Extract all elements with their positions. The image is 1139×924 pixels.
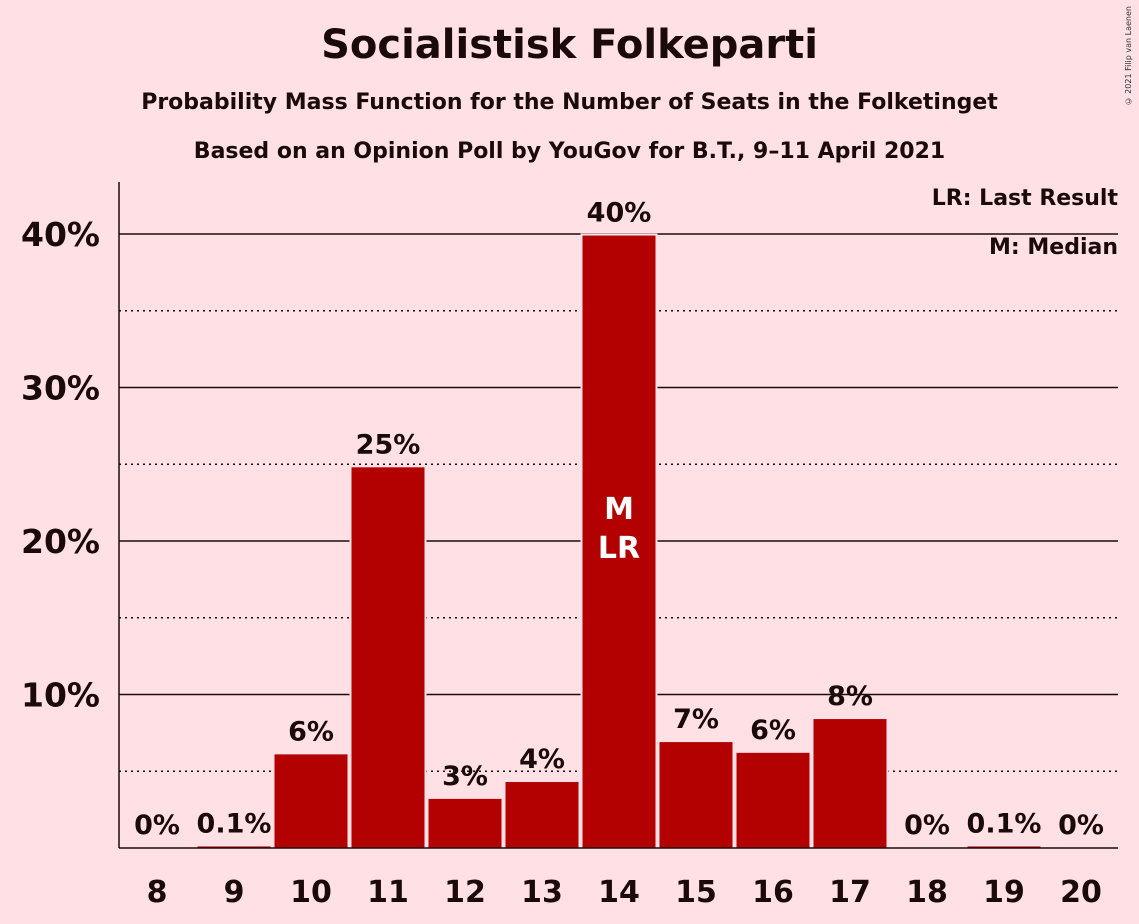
x-tick-label: 18 <box>906 875 948 910</box>
data-label: 3% <box>442 761 488 792</box>
y-tick-label: 20% <box>21 522 100 561</box>
x-tick-label: 9 <box>224 875 245 910</box>
x-tick-label: 13 <box>521 875 563 910</box>
bar-10 <box>274 754 348 848</box>
bar-14 <box>582 235 656 848</box>
x-tick-label: 19 <box>983 875 1025 910</box>
data-label: 0% <box>904 810 950 841</box>
chart-subtitle: Probability Mass Function for the Number… <box>141 90 998 115</box>
bar-13 <box>505 781 579 848</box>
bar-halo <box>195 844 273 848</box>
bar-19 <box>967 846 1041 848</box>
y-tick-label: 10% <box>21 676 100 715</box>
data-label: 0.1% <box>967 808 1042 839</box>
bar-halo <box>965 844 1043 848</box>
chart-subtitle-poll: Based on an Opinion Poll by YouGov for B… <box>193 139 946 164</box>
data-label: 4% <box>519 744 565 775</box>
data-label: 6% <box>750 715 796 746</box>
y-tick-label: 40% <box>21 215 100 254</box>
x-tick-label: 16 <box>752 875 794 910</box>
last-result-marker: LR <box>598 531 640 566</box>
bar-12 <box>428 798 502 848</box>
bar-9 <box>197 846 271 848</box>
median-marker: M <box>604 492 634 527</box>
data-label: 40% <box>587 198 652 229</box>
data-label: 0.1% <box>197 808 272 839</box>
data-label: 25% <box>356 429 421 460</box>
y-tick-label: 30% <box>21 369 100 408</box>
legend-last-result: LR: Last Result <box>931 186 1118 211</box>
x-tick-label: 10 <box>290 875 332 910</box>
bar-15 <box>659 742 733 848</box>
data-label: 8% <box>827 681 873 712</box>
bar-17 <box>813 719 887 848</box>
x-tick-label: 8 <box>147 875 168 910</box>
data-label: 0% <box>134 810 180 841</box>
data-label: 7% <box>673 704 719 735</box>
x-tick-label: 14 <box>598 875 640 910</box>
data-label: 6% <box>288 716 334 747</box>
x-tick-label: 15 <box>675 875 717 910</box>
chart-title: Socialistisk Folkeparti <box>321 22 818 68</box>
x-tick-label: 20 <box>1060 875 1102 910</box>
x-tick-label: 12 <box>444 875 486 910</box>
legend-median: M: Median <box>989 235 1118 260</box>
x-tick-label: 11 <box>367 875 409 910</box>
bar-11 <box>351 467 425 848</box>
data-label: 0% <box>1058 810 1104 841</box>
x-tick-label: 17 <box>829 875 871 910</box>
bar-16 <box>736 752 810 848</box>
